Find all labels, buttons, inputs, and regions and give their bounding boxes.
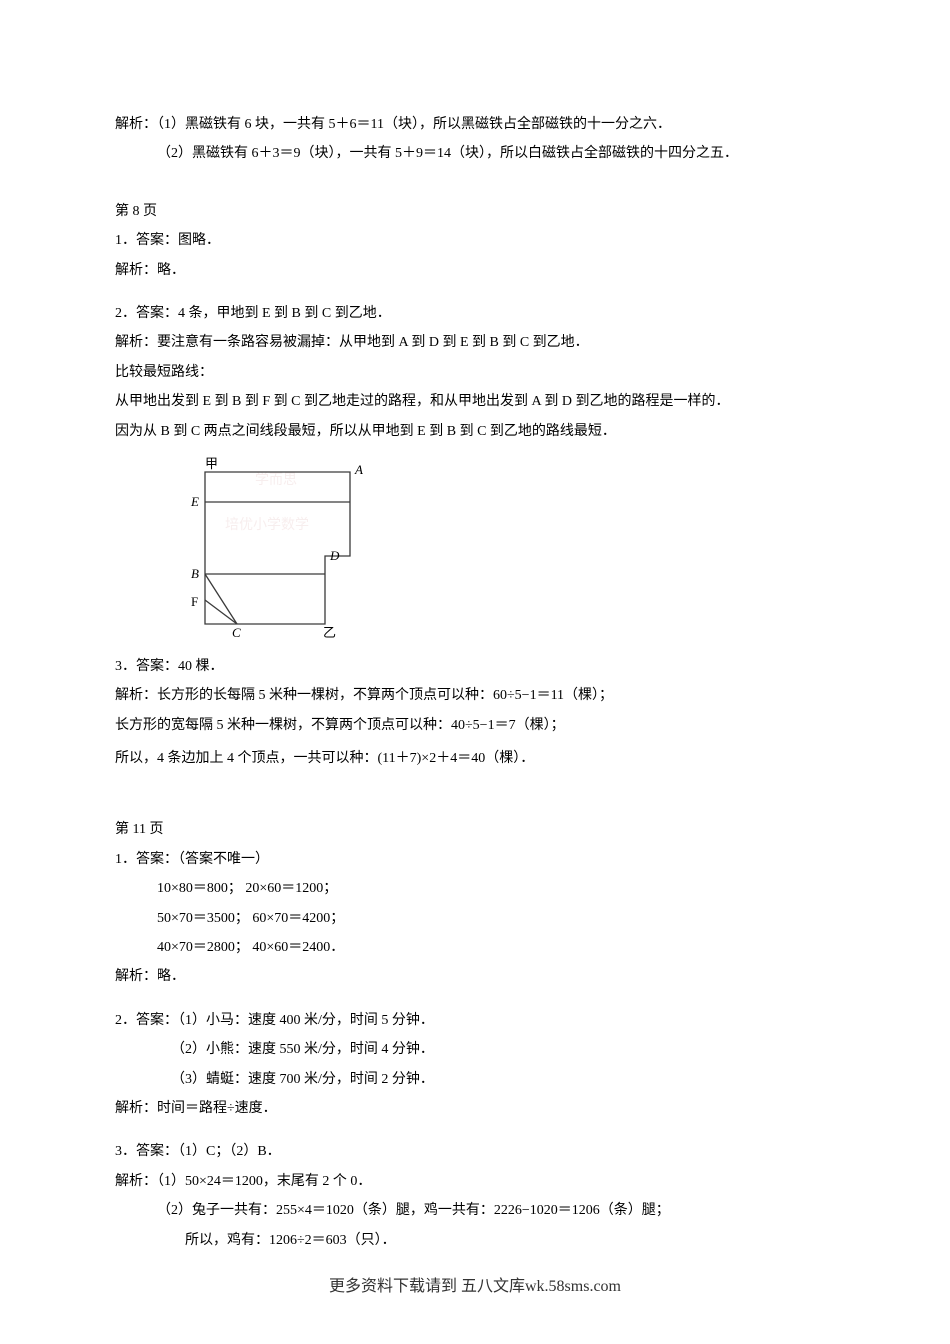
analysis-line: 解析：长方形的长每隔 5 米种一棵树，不算两个顶点可以种：60÷5−1＝11（棵…: [115, 681, 835, 710]
equation-line: 50×70＝3500； 60×70＝4200；: [115, 904, 835, 933]
answer-line: 1．答案：图略．: [115, 226, 835, 255]
analysis-line: （2）黑磁铁有 6＋3＝9（块），一共有 5＋9＝14（块），所以白磁铁占全部磁…: [115, 139, 835, 168]
analysis-line: 因为从 B 到 C 两点之间线段最短，所以从甲地到 E 到 B 到 C 到乙地的…: [115, 417, 835, 446]
section-page11: 第 11 页 1．答案：（答案不唯一） 10×80＝800； 20×60＝120…: [115, 815, 835, 1254]
diagram-label-jia: 甲: [205, 456, 218, 471]
analysis-sub-line: （2）兔子一共有：255×4＝1020（条）腿，鸡一共有：2226−1020＝1…: [115, 1196, 835, 1225]
route-diagram: 学而思 培优小学数学 甲 A E D B F C: [175, 454, 835, 644]
analysis-line: 解析：（1）黑磁铁有 6 块，一共有 5＋6＝11（块），所以黑磁铁占全部磁铁的…: [115, 110, 835, 139]
analysis-line: 解析：略．: [115, 962, 835, 991]
diagram-label-f: F: [191, 594, 198, 609]
analysis-line: 解析：要注意有一条路容易被漏掉：从甲地到 A 到 D 到 E 到 B 到 C 到…: [115, 328, 835, 357]
answer-sub-line: （2）小熊：速度 550 米/分，时间 4 分钟．: [115, 1035, 835, 1064]
watermark-text: 培优小学数学: [225, 517, 309, 533]
diagram-label-b: B: [191, 566, 199, 581]
analysis-line: 解析：略．: [115, 256, 835, 285]
section-page8: 第 8 页 1．答案：图略． 解析：略． 2．答案：4 条，甲地到 E 到 B …: [115, 197, 835, 774]
analysis-line: 解析：（1）50×24＝1200，末尾有 2 个 0．: [115, 1167, 835, 1196]
analysis-sub-line: 所以，鸡有：1206÷2＝603（只）．: [115, 1226, 835, 1255]
analysis-line: 所以，4 条边加上 4 个顶点，一共可以种：(11＋7)×2＋4＝40（棵）．: [115, 744, 835, 773]
diagram-label-e: E: [190, 494, 199, 509]
diagram-label-d: D: [329, 548, 340, 563]
analysis-line: 长方形的宽每隔 5 米种一棵树，不算两个顶点可以种：40÷5−1＝7（棵）；: [115, 711, 835, 740]
answer-line: 2．答案：4 条，甲地到 E 到 B 到 C 到乙地．: [115, 299, 835, 328]
answer-line: 2．答案：（1）小马：速度 400 米/分，时间 5 分钟．: [115, 1006, 835, 1035]
equation-line: 10×80＝800； 20×60＝1200；: [115, 874, 835, 903]
diagram-label-c: C: [232, 625, 241, 640]
analysis-line: 解析：时间＝路程÷速度．: [115, 1094, 835, 1123]
answer-sub-line: （3）蜻蜓：速度 700 米/分，时间 2 分钟．: [115, 1065, 835, 1094]
page-header: 第 8 页: [115, 197, 835, 226]
answer-line: 1．答案：（答案不唯一）: [115, 845, 835, 874]
diagram-label-yi: 乙: [323, 625, 336, 640]
answer-line: 3．答案：（1）C；（2）B．: [115, 1137, 835, 1166]
equation-line: 40×70＝2800； 40×60＝2400．: [115, 933, 835, 962]
diagram-label-a: A: [354, 462, 363, 477]
answer-line: 3．答案：40 棵．: [115, 652, 835, 681]
page-footer: 更多资料下载请到 五八文库wk.58sms.com: [0, 1270, 950, 1304]
analysis-line: 比较最短路线：: [115, 358, 835, 387]
page-header: 第 11 页: [115, 815, 835, 844]
document-content: 解析：（1）黑磁铁有 6 块，一共有 5＋6＝11（块），所以黑磁铁占全部磁铁的…: [115, 110, 835, 1255]
watermark-text: 学而思: [255, 472, 297, 488]
analysis-line: 从甲地出发到 E 到 B 到 F 到 C 到乙地走过的路程，和从甲地出发到 A …: [115, 387, 835, 416]
